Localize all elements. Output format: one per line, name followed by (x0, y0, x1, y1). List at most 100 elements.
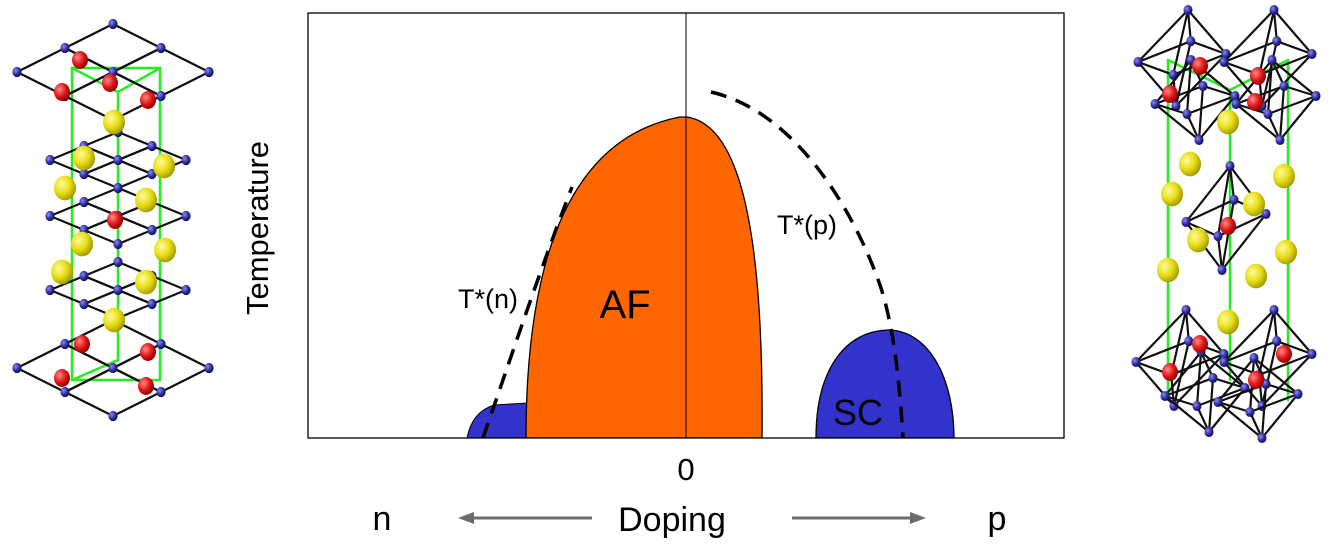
oxygen-corner-atom (1181, 216, 1191, 228)
cuo2-bond (159, 70, 211, 98)
cuo2-bond (116, 228, 154, 246)
octahedron-edge (1170, 352, 1226, 376)
oxygen-atom (140, 91, 156, 109)
octahedron-edge (1189, 40, 1228, 56)
copper-atom (113, 154, 123, 166)
cuo2-bond (111, 46, 163, 74)
copper-atom (147, 224, 157, 236)
octahedron-edge (1252, 356, 1300, 396)
t-star-p-label: T*(p) (777, 210, 837, 240)
oxygen-corner-atom (1208, 372, 1218, 384)
copper-atom (181, 154, 191, 166)
oxygen-corner-atom (1275, 134, 1285, 146)
oxygen-corner-atom (1279, 80, 1289, 92)
octahedron-edge (1258, 352, 1314, 376)
cuo2-bond (15, 366, 67, 394)
cuo2-bond (150, 200, 188, 218)
lanthanum-atom (1273, 163, 1295, 189)
octahedron-edge (1170, 308, 1188, 376)
lanthanum-atom (1217, 309, 1239, 335)
octahedron-edge (1272, 308, 1314, 356)
cuo2-bond (63, 70, 115, 98)
octahedron-edge (1272, 308, 1278, 343)
oxygen-corner-atom (1213, 231, 1223, 242)
octahedron-edge (1172, 8, 1190, 76)
cuo2-bond (111, 70, 163, 98)
octahedron-edge (1197, 94, 1237, 142)
oxygen-corner-atom (1184, 336, 1194, 347)
octahedron-edge (1186, 8, 1228, 56)
octahedron-edge (1272, 8, 1278, 43)
oxygen-corner-atom (1150, 98, 1160, 110)
rare-earth-atom (51, 259, 73, 285)
oxygen-corner-atom (1229, 194, 1239, 205)
octahedron-edge (1163, 394, 1199, 408)
copper-atom (12, 362, 22, 374)
octahedron-edge (1266, 58, 1274, 116)
rare-earth-atom (103, 109, 125, 135)
octahedron-edge (1266, 94, 1318, 116)
cuo2-bond (48, 288, 86, 306)
octahedron-edge (1275, 340, 1314, 356)
sc-dome-n-side (466, 402, 529, 438)
cuo2-bond (63, 22, 115, 50)
octahedron-edge (1216, 356, 1256, 404)
octahedron-edge (1234, 84, 1286, 106)
octahedron-edge (1199, 350, 1247, 390)
octahedron-edge (1222, 308, 1276, 364)
oxygen-atom (54, 83, 70, 101)
oxygen-corner-atom (1249, 352, 1259, 364)
oxygen-corner-atom (1245, 406, 1255, 418)
rare-earth-atom (154, 237, 176, 263)
octahedron-edge (1272, 8, 1314, 56)
n-doping-label: n (373, 500, 392, 538)
cuo2-bond (116, 172, 154, 190)
lanthanum-atom (1161, 181, 1183, 207)
octahedron-edge (1184, 308, 1226, 356)
plot-frame (307, 12, 1065, 439)
copper-atom (60, 386, 70, 398)
octahedron-edge (1278, 94, 1318, 142)
cuo2-bond (159, 46, 211, 74)
copper-atom (108, 410, 118, 422)
octahedron-edge (1260, 382, 1268, 440)
octahedron-edge (1197, 84, 1205, 142)
octahedron-edge (1136, 60, 1175, 76)
oxygen-corner-atom (1194, 134, 1204, 146)
oxygen-corner-atom (1183, 4, 1193, 16)
rare-earth-atom (73, 145, 95, 171)
cuo2-bond (82, 288, 120, 306)
octahedron-edge (1134, 308, 1188, 364)
octahedron-edge (1216, 235, 1224, 272)
cuo2-bond (63, 46, 115, 74)
octahedron-edge (1222, 8, 1276, 64)
oxygen-corner-atom (1269, 4, 1279, 16)
x-zero-tick-label: 0 (677, 452, 694, 487)
copper-atom (156, 338, 166, 350)
copper-atom (45, 284, 55, 296)
copper-atom (108, 362, 118, 374)
phase-diagram: AF SC T*(n) T*(p) Temperature 0 Doping n… (240, 12, 1065, 539)
octahedron-edge (1258, 8, 1276, 76)
oxygen-corner-atom (1186, 36, 1196, 47)
copper-atom (1162, 363, 1178, 381)
oxygen-corner-atom (1171, 100, 1181, 112)
lanthanum-atom (1245, 263, 1267, 289)
octahedron-edge (1220, 212, 1268, 272)
cuo2-bond (63, 342, 115, 370)
lanthanum-atom (1243, 191, 1265, 217)
rare-earth-atom (153, 153, 175, 179)
cuo2-bond (111, 22, 163, 50)
oxygen-atom (72, 51, 88, 69)
copper-atom (1247, 93, 1263, 111)
oxygen-corner-atom (1257, 432, 1267, 444)
rare-earth-atom (135, 187, 157, 213)
oxygen-corner-atom (1217, 264, 1227, 276)
octahedron-edge (1184, 308, 1190, 343)
octahedron-edge (1222, 40, 1278, 64)
oxygen-corner-atom (1131, 356, 1141, 368)
n-direction-arrow (458, 512, 592, 524)
cuo2-bond (82, 228, 120, 246)
copper-atom (79, 270, 89, 282)
oxygen-atom (140, 343, 156, 361)
